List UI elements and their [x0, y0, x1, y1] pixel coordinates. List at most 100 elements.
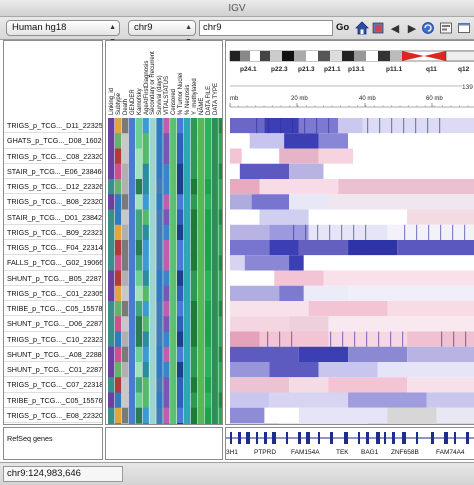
cn-segment	[298, 346, 349, 362]
cn-segment-edge	[366, 331, 368, 347]
data-panel[interactable]: p24.1 p22.3 p21.3 p21.1 p13.1 p11.1 q11 q12 139 m…	[225, 40, 474, 425]
attribute-cell	[177, 194, 184, 210]
attribute-cell	[163, 194, 170, 210]
cn-segment	[230, 255, 245, 271]
sample-row-label[interactable]: TRIGS_p_TCG..._D10_223236	[7, 423, 102, 424]
attribute-cell	[121, 224, 129, 241]
attribute-cell	[149, 133, 156, 149]
attribute-cell	[121, 209, 129, 226]
position-readout: chr9:124,983,646	[3, 466, 123, 482]
cn-segment	[289, 255, 304, 271]
sample-row-label[interactable]: TRIGS_p_TCG..._C07_223186	[7, 380, 103, 390]
attribute-cell	[135, 407, 142, 424]
back-icon[interactable]: ◀	[390, 22, 400, 35]
attribute-cell	[142, 362, 149, 378]
attribute-cell	[163, 255, 170, 271]
attribute-cell	[211, 194, 218, 210]
row-divider	[4, 162, 102, 164]
sample-row-label[interactable]: STAIR_p_TCG..._E06_238460	[7, 166, 103, 176]
cytoband	[240, 51, 250, 61]
go-button[interactable]: Go	[336, 22, 350, 33]
sample-row-label[interactable]: TRIGS_p_TCG..._E08_223206	[7, 410, 103, 420]
cn-segment	[269, 392, 349, 408]
attribute-cell	[128, 285, 136, 302]
attribute-cell	[108, 407, 115, 424]
sample-row-label[interactable]: TRIGS_p_TCG..._B09_223216	[7, 227, 103, 237]
cn-segment-edge	[267, 331, 269, 347]
attribute-cell	[156, 270, 163, 287]
attribute-cell	[197, 392, 205, 409]
sample-row-label[interactable]: TRIBE_p_TCG..._C05_155784	[7, 304, 103, 313]
gene-feature	[272, 432, 276, 444]
cn-segment	[230, 270, 275, 286]
sample-row-label[interactable]: GHATS_p_TCG..._D08_160204	[7, 136, 103, 146]
cn-segment	[230, 163, 240, 179]
attribute-cell	[177, 377, 184, 393]
refresh-icon[interactable]	[420, 20, 436, 36]
cn-segment	[308, 209, 408, 225]
forward-icon[interactable]: ▶	[407, 22, 417, 35]
cn-segment	[328, 331, 408, 347]
cn-segment-edge	[453, 331, 455, 347]
cn-segment	[318, 148, 353, 164]
attribute-cell	[197, 194, 205, 210]
genome-select[interactable]: Human hg18 ▲▼	[6, 20, 120, 45]
attribute-cell	[177, 148, 184, 165]
gene-feature	[246, 432, 250, 444]
attribute-cell	[218, 118, 222, 134]
cn-segment	[407, 331, 474, 347]
cytoband-label: q12	[458, 66, 470, 73]
cn-segment	[259, 179, 339, 195]
attribute-cell	[177, 255, 184, 271]
home-icon[interactable]	[354, 20, 370, 36]
cn-segment	[230, 423, 280, 424]
attribute-cell	[197, 362, 205, 378]
sample-row-label[interactable]: SHUNT_p_TCG..._D06_228776	[7, 319, 103, 329]
sample-row-label[interactable]: TRIGS_p_TCG..._C01_223050	[7, 288, 103, 298]
sample-row-label[interactable]: TRIGS_p_TCG..._C10_223234	[7, 334, 103, 344]
sample-row-label[interactable]: TRIBE_p_TCG..._C05_155762	[7, 395, 103, 405]
row-divider	[4, 330, 102, 332]
sample-row-label[interactable]: FALLS_p_TCG..._G02_190664	[7, 258, 103, 268]
attribute-cell	[128, 194, 136, 210]
attribute-matrix[interactable]	[106, 41, 223, 425]
cn-segment	[367, 423, 474, 424]
cn-segment	[362, 118, 474, 134]
sample-row-label[interactable]: STAIR_p_TCG..._D01_238426	[7, 212, 103, 222]
gene-feature	[330, 432, 333, 444]
cn-segment	[436, 407, 474, 423]
attribute-cell	[135, 301, 142, 317]
define-region-icon[interactable]	[438, 20, 454, 36]
sample-row-label[interactable]: TRIGS_p_TCG..._C08_223202	[7, 151, 103, 161]
cytoband	[282, 51, 294, 61]
popup-info-icon[interactable]	[456, 20, 472, 36]
gene-label: ZNF658B	[391, 449, 419, 456]
attribute-cell	[183, 148, 191, 165]
sample-row-label[interactable]: TRIGS_p_TCG..._D12_223268	[7, 182, 103, 191]
attribute-cell	[204, 346, 211, 363]
refseq-gene-track[interactable]: 3H1 PTPRD FAM154A TEK BAG1 ZNF658B FAM74A4	[226, 428, 474, 461]
copy-number-heatmap[interactable]: p24.1 p22.3 p21.3 p21.1 p13.1 p11.1 q11 q12 139 m…	[226, 41, 474, 425]
sample-row-label[interactable]: SHUNT_p_TCG..._C01_228702	[7, 365, 103, 374]
sample-row-label[interactable]: TRIGS_p_TCG..._B08_223200	[7, 197, 103, 207]
chromosome-select[interactable]: chr9 ▲▼	[128, 20, 196, 45]
locus-input[interactable]: chr9	[199, 20, 333, 36]
cn-segment	[279, 423, 368, 424]
cn-segment-edge	[317, 224, 319, 240]
gene-track[interactable]: 3H1 PTPRD FAM154A TEK BAG1 ZNF658B FAM74A4	[225, 427, 474, 460]
attribute-cell	[108, 224, 115, 241]
sample-row-label[interactable]: TRIGS_p_TCG..._D11_223252	[7, 121, 103, 130]
cn-segment-edge	[354, 331, 356, 347]
attribute-cell	[149, 179, 156, 195]
sample-row-label[interactable]: SHUNT_p_TCG..._A08_228802	[7, 349, 103, 359]
attribute-cell	[183, 209, 191, 226]
attribute-cell	[177, 331, 184, 348]
attribute-cell	[211, 285, 218, 302]
sample-row-label[interactable]: TRIGS_p_TCG..._F04_223144	[7, 243, 103, 252]
attribute-cell	[163, 362, 170, 378]
attribute-cell	[114, 224, 122, 241]
attribute-cell	[156, 209, 163, 226]
attribute-cell	[183, 316, 191, 332]
roi-icon[interactable]	[370, 20, 386, 36]
sample-row-label[interactable]: SHUNT_p_TCG..._B05_228756	[7, 273, 103, 283]
